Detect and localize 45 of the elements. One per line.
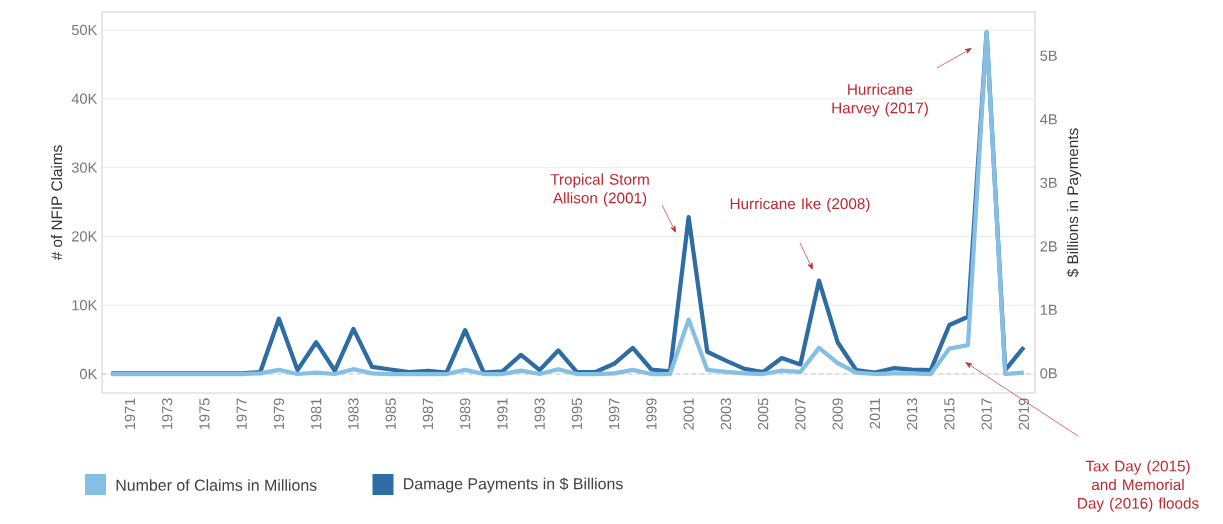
x-tick-label: 1979: [273, 398, 285, 430]
x-tick-label: 2001: [683, 398, 694, 430]
x-tick-label: 2011: [869, 398, 881, 429]
y-tick-label: 10K: [72, 300, 98, 311]
x-tick-label: 1977: [236, 398, 247, 430]
y-tick-label: 0K: [80, 368, 98, 380]
x-tick-label: 1981: [311, 398, 322, 430]
y-tick-label: 50K: [71, 24, 98, 36]
x-tick-label: 1987: [422, 398, 434, 430]
y2-tick-label: 5B: [1040, 50, 1057, 61]
legend-label: Number of Claims in Millions: [116, 479, 317, 491]
legend-label: Damage Payments in $ Billions: [404, 477, 623, 493]
x-tick-label: 1973: [162, 398, 173, 430]
x-tick-label: 2009: [832, 398, 843, 430]
x-tick-label: 1991: [497, 398, 508, 430]
text: Tax Day (2015) and Memorial Day (2016) floods: [1078, 460, 1199, 512]
x-tick-label: 1993: [534, 398, 545, 430]
y2-tick-label: 4B: [1040, 114, 1057, 125]
x-tick-label: 2013: [906, 398, 918, 430]
y-tick-label: 20K: [72, 231, 98, 242]
x-tick-label: 1989: [459, 398, 471, 430]
x-tick-label: 2005: [757, 398, 769, 430]
x-tick-label: 1975: [199, 398, 210, 430]
x-tick-label: 2019: [1018, 398, 1030, 430]
x-tick-label: 1999: [646, 398, 657, 430]
x-tick-label: 2017: [981, 398, 992, 430]
x-tick-label: 2007: [795, 398, 806, 430]
y-tick-label: 30K: [71, 162, 98, 173]
annotation: Tropical Storm Allison (2001): [550, 173, 649, 207]
annotation: Hurricane Harvey (2017): [832, 83, 928, 117]
annotation: Hurricane Ike (2008): [730, 197, 870, 213]
x-tick-label: 2003: [720, 398, 732, 430]
x-tick-label: 1997: [608, 398, 620, 430]
y-axis-title: # of NFIP Claims: [50, 145, 63, 261]
y-tick-label: 40K: [71, 93, 98, 104]
y2-tick-label: 3B: [1040, 177, 1057, 188]
x-tick-label: 1983: [348, 398, 359, 430]
y2-tick-label: 2B: [1040, 241, 1057, 252]
y2-tick-label: 1B: [1040, 304, 1057, 315]
x-tick-label: 1985: [385, 398, 396, 430]
x-tick-label: 1995: [571, 398, 583, 430]
x-tick-label: 1971: [124, 398, 136, 430]
y2-tick-label: 0B: [1040, 368, 1057, 379]
x-tick-label: 2015: [944, 398, 955, 430]
y2-axis-title: $ Billions in Payments: [1066, 128, 1082, 278]
